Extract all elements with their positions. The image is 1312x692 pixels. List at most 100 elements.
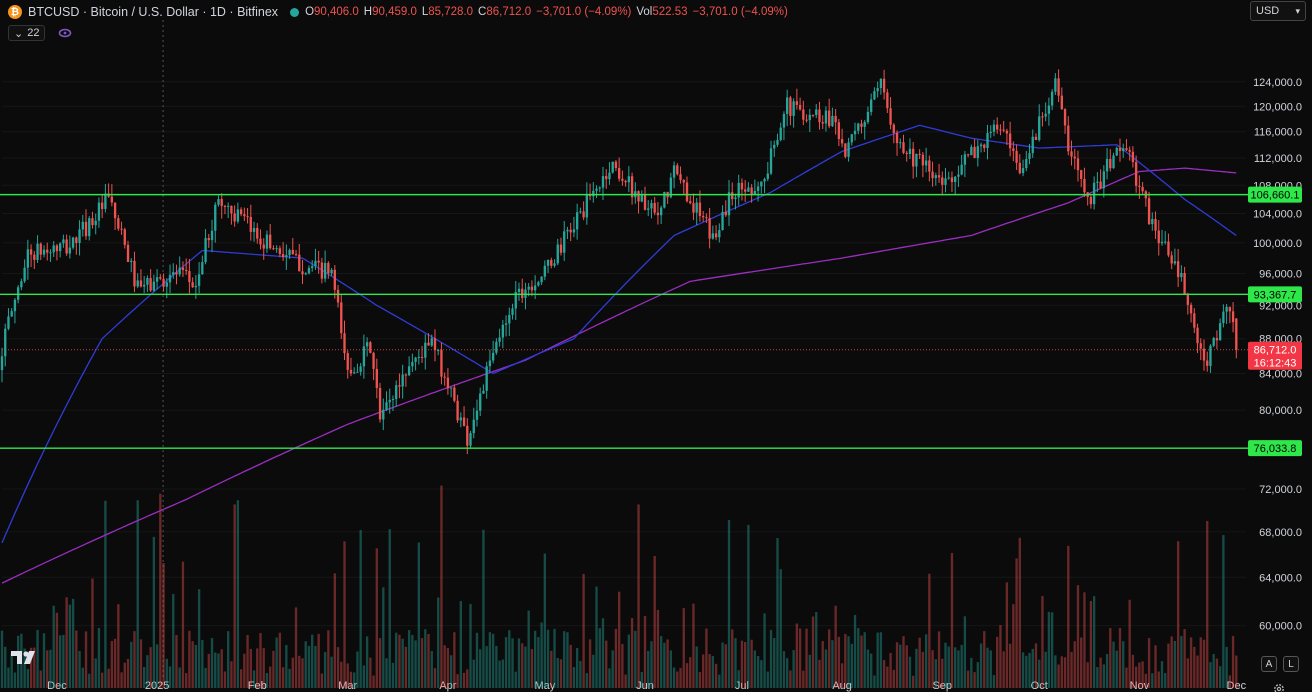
volume-bar (220, 649, 223, 688)
volume-bar (462, 672, 466, 688)
ohlc-item: C 86,712.0 (478, 6, 531, 18)
volume-bar (88, 673, 91, 688)
volume-bar (262, 648, 265, 688)
candle-body (346, 353, 349, 370)
level-price-label: 93,367.7 (1254, 289, 1297, 301)
candle (873, 87, 876, 101)
candle-body (362, 346, 366, 367)
volume-bar (265, 673, 269, 688)
candle (191, 277, 194, 288)
candle (42, 245, 46, 258)
volume-bar (472, 659, 475, 688)
volume-bar (100, 672, 104, 688)
volume-bar (802, 670, 805, 688)
candle-body (944, 178, 947, 185)
auto-scale-button[interactable]: A (1261, 656, 1277, 672)
volume-bar (333, 573, 336, 688)
candle-body (805, 119, 808, 121)
volume-bar (666, 639, 669, 688)
tradingview-logo-icon[interactable] (10, 648, 40, 666)
volume-bar (1193, 646, 1196, 688)
candle (514, 281, 517, 320)
indicators-toggle[interactable]: ⌄ 22 (8, 25, 46, 41)
candle-body (449, 387, 453, 389)
volume-bar (866, 649, 870, 688)
candle (821, 115, 824, 129)
candle-body (963, 154, 967, 165)
symbol-header[interactable]: ₿ BTCUSD · Bitcoin / U.S. Dollar · 1D · … (8, 4, 788, 20)
volume-bar (753, 650, 757, 688)
volume-bar (130, 641, 133, 688)
candle (278, 245, 282, 258)
candle (533, 275, 537, 300)
candle-body (120, 228, 123, 230)
candle-body (970, 146, 973, 156)
candle-body (834, 115, 837, 123)
candle (750, 184, 753, 203)
candle (168, 264, 172, 294)
currency-selector[interactable]: USD ▾ (1250, 1, 1306, 21)
volume-bar (957, 650, 960, 688)
candle (84, 209, 88, 240)
candle (511, 303, 514, 320)
candle-body (721, 211, 724, 231)
chevron-down-icon: ⌄ (14, 27, 24, 40)
candle-body (382, 409, 385, 420)
volume-bar (191, 641, 194, 688)
candle (1099, 169, 1102, 190)
candle (10, 308, 13, 318)
volume-bar (698, 672, 702, 688)
candle-body (1180, 273, 1183, 278)
volume-bar (1154, 645, 1157, 688)
candle (307, 265, 311, 275)
level-price-tag (1248, 286, 1302, 303)
candle (304, 272, 307, 276)
volume-bar (259, 632, 262, 688)
symbol-title[interactable]: BTCUSD · Bitcoin / U.S. Dollar · 1D · Bi… (28, 5, 279, 19)
volume-bar (323, 652, 327, 688)
candle (621, 170, 624, 186)
time-tick-label: Sep (932, 680, 952, 692)
volume-bar (821, 640, 824, 688)
candle (113, 202, 117, 231)
candle-body (1141, 186, 1144, 192)
candle-body (530, 286, 534, 291)
candle-body (550, 259, 553, 266)
candle (957, 165, 960, 187)
candle-body (475, 410, 479, 420)
candle (23, 259, 26, 283)
indicator-link-icon[interactable] (58, 26, 72, 40)
volume-bar (1060, 656, 1063, 688)
volume-bar (908, 656, 912, 688)
candle-body (873, 91, 876, 100)
candle-body (427, 342, 430, 346)
candle-body (84, 221, 88, 237)
candle-body (899, 142, 902, 144)
volume-bar (685, 663, 689, 688)
candle-body (937, 175, 941, 178)
volume-bar (1083, 592, 1086, 688)
candle (844, 143, 847, 159)
candle (233, 205, 236, 227)
candle-body (340, 302, 343, 334)
candle-body (1125, 148, 1128, 151)
ohlc-item: −3,701.0 (−4.09%) (693, 6, 788, 18)
candle (941, 171, 944, 196)
log-scale-button[interactable]: L (1283, 656, 1299, 672)
candle-body (1235, 318, 1238, 350)
volume-bar (550, 650, 553, 688)
volume-bar (407, 630, 411, 688)
candle-body (1196, 327, 1199, 344)
candle-body (1167, 241, 1170, 256)
volume-bar (504, 637, 508, 688)
candle (624, 179, 627, 187)
volume-bar (847, 636, 850, 688)
candle (362, 334, 366, 379)
volume-bar (230, 661, 233, 688)
candle (1105, 148, 1109, 180)
volume-bar (185, 673, 188, 688)
candle (459, 412, 462, 428)
settings-gear-icon[interactable] (1273, 683, 1285, 692)
